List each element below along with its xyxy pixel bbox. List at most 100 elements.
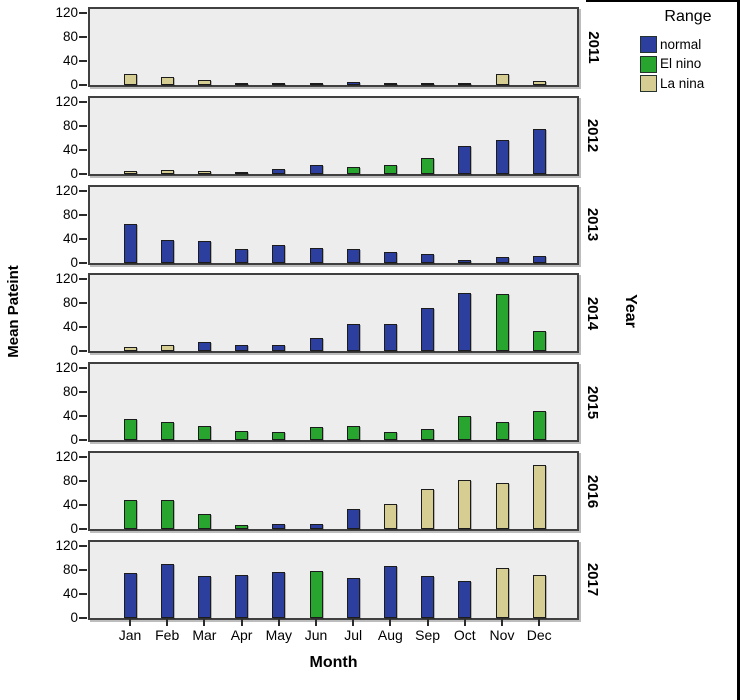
year-label-text: 2015 (584, 385, 602, 419)
y-tick-mark (79, 415, 87, 418)
month-label: Jul (344, 626, 363, 643)
month-label: Mar (192, 626, 217, 643)
bar (383, 165, 397, 174)
bar (458, 479, 472, 529)
bar (346, 426, 360, 441)
bar (197, 171, 211, 174)
year-label-text: 2011 (584, 30, 602, 64)
bar (160, 170, 174, 174)
bar (272, 432, 286, 441)
legend-item-label: El nino (660, 56, 702, 71)
bar (123, 573, 137, 618)
bar (123, 170, 137, 174)
month-tick-mark (389, 618, 392, 626)
month-label: Jun (304, 626, 328, 643)
y-tick-label: 120 (55, 537, 78, 553)
y-tick-mark (79, 391, 87, 394)
bar (458, 82, 472, 85)
bar (458, 415, 472, 441)
y-tick-label: 40 (62, 319, 78, 335)
year-label: 2015 (578, 362, 608, 442)
bar (160, 77, 174, 85)
y-tick-label: 0 (70, 343, 78, 359)
bar (458, 580, 472, 618)
bar (421, 308, 435, 352)
y-axis-title-box: Mean Pateint (0, 231, 26, 391)
month-tick-mark (501, 618, 503, 626)
bar (532, 256, 546, 263)
y-tick-label: 120 (55, 182, 78, 198)
bar (421, 428, 435, 441)
bar (383, 251, 397, 263)
month-label: Aug (377, 626, 403, 643)
y-tick-mark (79, 592, 87, 595)
y-tick-mark (79, 544, 87, 547)
panel-box-2014 (88, 273, 579, 354)
bar (495, 139, 509, 174)
legend-item: normal (640, 36, 740, 53)
y-tick-label: 120 (55, 360, 78, 376)
panel-box-2016 (88, 451, 579, 531)
bar (272, 344, 286, 352)
y-tick-label: 80 (62, 295, 78, 311)
y-tick-mark (79, 84, 87, 86)
bar (383, 432, 397, 441)
bar (346, 249, 360, 263)
bar (383, 566, 397, 618)
y-tick-mark (79, 12, 87, 14)
y-tick-mark (79, 616, 87, 619)
bar (309, 571, 323, 618)
bar (123, 500, 137, 529)
y-tick-mark (79, 36, 87, 38)
year-label: 2017 (578, 540, 608, 620)
bar (495, 568, 509, 618)
month-tick-mark (538, 618, 541, 626)
year-label: 2011 (578, 7, 608, 87)
month-tick-mark (463, 618, 466, 626)
y-tick-mark (79, 480, 87, 482)
y-tick-label: 80 (62, 206, 78, 222)
bar (421, 489, 435, 529)
panel-box-2011 (88, 7, 579, 87)
bar (346, 509, 360, 529)
y-tick-label: 0 (70, 165, 78, 181)
bar (235, 171, 249, 174)
legend-item: La nina (640, 75, 740, 92)
bar (458, 145, 472, 174)
y-tick-mark (79, 278, 87, 281)
legend-title: Range (664, 8, 712, 25)
y-tick-mark (79, 504, 87, 506)
bar (235, 430, 249, 441)
bar (235, 574, 249, 618)
y-tick-label: 40 (62, 53, 78, 68)
bar (235, 82, 249, 85)
y-tick-label: 120 (55, 271, 78, 287)
bar (123, 346, 137, 352)
bar (458, 260, 472, 263)
month-label: Dec (526, 626, 552, 643)
bar (458, 293, 472, 352)
bar (532, 81, 546, 85)
month-label: Apr (230, 626, 253, 643)
bar (495, 294, 509, 352)
year-label-text: 2014 (584, 296, 602, 331)
screenshot-right-border (737, 0, 740, 700)
year-label: 2016 (578, 451, 608, 531)
panel-box-2017 (88, 539, 579, 620)
bar (160, 422, 174, 441)
bar (123, 418, 137, 441)
bar (383, 82, 397, 85)
legend-swatch-elnino-icon (640, 55, 657, 73)
y-tick-label: 0 (70, 254, 78, 270)
bar (421, 254, 435, 263)
y-tick-mark (79, 172, 87, 175)
month-tick-mark (166, 618, 169, 626)
bar (160, 563, 174, 618)
bar (346, 323, 360, 352)
y-tick-mark (79, 350, 87, 353)
bar (309, 83, 323, 85)
month-tick-mark (426, 618, 429, 626)
year-label: 2013 (578, 185, 608, 265)
bar (495, 482, 509, 529)
